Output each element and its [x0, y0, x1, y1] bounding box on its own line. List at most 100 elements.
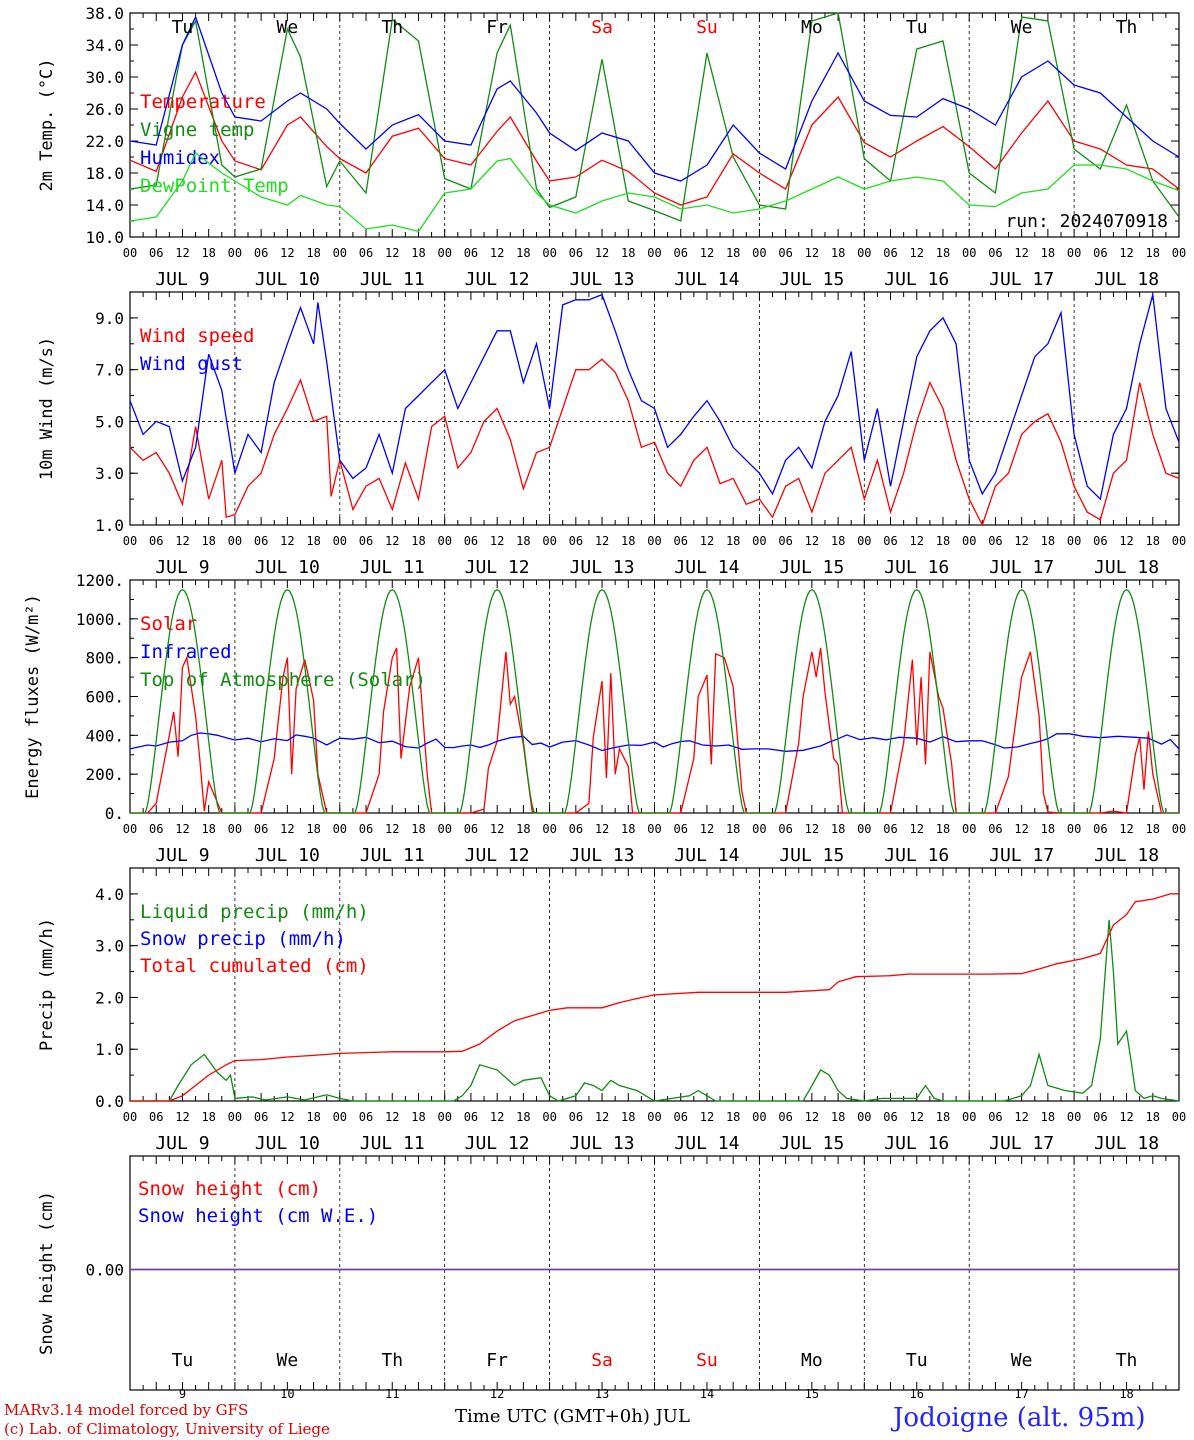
y-tick-label: 22.0: [85, 132, 124, 151]
hour-tick-label: 00: [1067, 534, 1081, 548]
date-label: JUL 15: [779, 1133, 844, 1154]
hour-tick-label: 18: [306, 822, 320, 836]
hour-tick-label: 00: [647, 1110, 661, 1124]
hour-tick-label: 00: [228, 246, 242, 260]
hour-tick-label: 06: [569, 534, 583, 548]
hour-tick-label: 00: [123, 822, 137, 836]
date-label: JUL 15: [779, 845, 844, 866]
hour-tick-label: 00: [542, 822, 556, 836]
hour-tick-label: 18: [936, 1110, 950, 1124]
hour-tick-label: 18: [936, 822, 950, 836]
y-tick-label: 1.0: [95, 516, 124, 535]
hour-tick-label: 06: [254, 246, 268, 260]
y-tick-label: 600.: [85, 688, 124, 707]
weekday-label: We: [277, 1350, 299, 1371]
hour-tick-label: 18: [831, 822, 845, 836]
hour-tick-label: 06: [149, 822, 163, 836]
date-label: JUL 10: [255, 1133, 320, 1154]
hour-tick-label: 12: [595, 534, 609, 548]
hour-tick-label: 00: [857, 534, 871, 548]
weekday-label: Fr: [486, 17, 508, 38]
weekday-label: Tu: [172, 1350, 194, 1371]
weekday-label: Tu: [906, 1350, 928, 1371]
hour-tick-label: 18: [516, 1110, 530, 1124]
y-tick-label: 7.0: [95, 361, 124, 380]
date-label: JUL 17: [989, 557, 1054, 578]
hour-tick-label: 00: [542, 246, 556, 260]
hour-tick-label: 18: [1146, 822, 1160, 836]
hour-tick-label: 06: [464, 246, 478, 260]
hour-tick-label: 00: [647, 246, 661, 260]
date-label: JUL 10: [255, 845, 320, 866]
y-tick-label: 1.0: [95, 1040, 124, 1059]
date-label: JUL 12: [465, 269, 530, 290]
y-tick-label: 0.00: [85, 1260, 124, 1279]
series-line-infrared: [129, 732, 1180, 752]
hour-tick-label: 06: [569, 246, 583, 260]
y-tick-label: 0.: [105, 804, 124, 823]
date-label: JUL 18: [1094, 269, 1159, 290]
weekday-label: Tu: [906, 17, 928, 38]
day-number-label: 12: [490, 1387, 504, 1401]
y-tick-label: 18.0: [85, 164, 124, 183]
legend-entry: Vigne temp: [140, 119, 254, 141]
day-number-label: 15: [805, 1387, 819, 1401]
hour-tick-label: 00: [1172, 246, 1186, 260]
y-tick-label: 5.0: [95, 412, 124, 431]
day-number-label: 13: [595, 1387, 609, 1401]
hour-tick-label: 12: [700, 534, 714, 548]
hour-tick-label: 06: [254, 822, 268, 836]
hour-tick-label: 06: [1093, 246, 1107, 260]
hour-tick-label: 00: [962, 822, 976, 836]
hour-tick-label: 06: [988, 1110, 1002, 1124]
y-axis-label: Energy fluxes (W/m²): [23, 594, 43, 799]
hour-tick-label: 18: [621, 822, 635, 836]
hour-tick-label: 00: [647, 822, 661, 836]
hour-tick-label: 06: [464, 822, 478, 836]
hour-tick-label: 12: [280, 1110, 294, 1124]
y-tick-label: 400.: [85, 726, 124, 745]
hour-tick-label: 00: [333, 822, 347, 836]
hour-tick-label: 00: [1172, 1110, 1186, 1124]
hour-tick-label: 06: [359, 1110, 373, 1124]
hour-tick-label: 00: [752, 1110, 766, 1124]
hour-tick-label: 12: [910, 246, 924, 260]
legend-entry: Top of Atmosphere (Solar): [140, 669, 426, 691]
hour-tick-label: 00: [542, 534, 556, 548]
hour-tick-label: 18: [726, 246, 740, 260]
hour-tick-label: 06: [1093, 534, 1107, 548]
hour-tick-label: 18: [726, 822, 740, 836]
date-label: JUL 9: [155, 845, 209, 866]
date-label: JUL 14: [674, 269, 739, 290]
hour-tick-label: 06: [359, 822, 373, 836]
hour-tick-label: 18: [1041, 822, 1055, 836]
weekday-label: We: [1011, 1350, 1033, 1371]
date-label: JUL 11: [360, 845, 425, 866]
hour-tick-label: 12: [1014, 246, 1028, 260]
legend-entry: Solar: [140, 613, 197, 635]
hour-tick-label: 18: [621, 1110, 635, 1124]
hour-tick-label: 18: [201, 246, 215, 260]
hour-tick-label: 06: [988, 822, 1002, 836]
hour-tick-label: 06: [673, 534, 687, 548]
hour-tick-label: 18: [936, 534, 950, 548]
hour-tick-label: 00: [1067, 1110, 1081, 1124]
hour-tick-label: 12: [1014, 534, 1028, 548]
date-label: JUL 13: [570, 269, 635, 290]
hour-tick-label: 12: [595, 822, 609, 836]
hour-tick-label: 06: [883, 1110, 897, 1124]
legend-entry: Humidex: [140, 147, 220, 169]
hour-tick-label: 06: [359, 246, 373, 260]
date-label: JUL 10: [255, 557, 320, 578]
hour-tick-label: 18: [936, 246, 950, 260]
hour-tick-label: 12: [175, 1110, 189, 1124]
hour-tick-label: 00: [437, 246, 451, 260]
hour-tick-label: 18: [306, 1110, 320, 1124]
date-label: JUL 9: [155, 557, 209, 578]
hour-tick-label: 00: [962, 246, 976, 260]
series-line-wind-gust: [129, 293, 1180, 501]
weekday-label: Sa: [591, 1350, 613, 1371]
hour-tick-label: 06: [778, 822, 792, 836]
hour-tick-label: 12: [700, 246, 714, 260]
